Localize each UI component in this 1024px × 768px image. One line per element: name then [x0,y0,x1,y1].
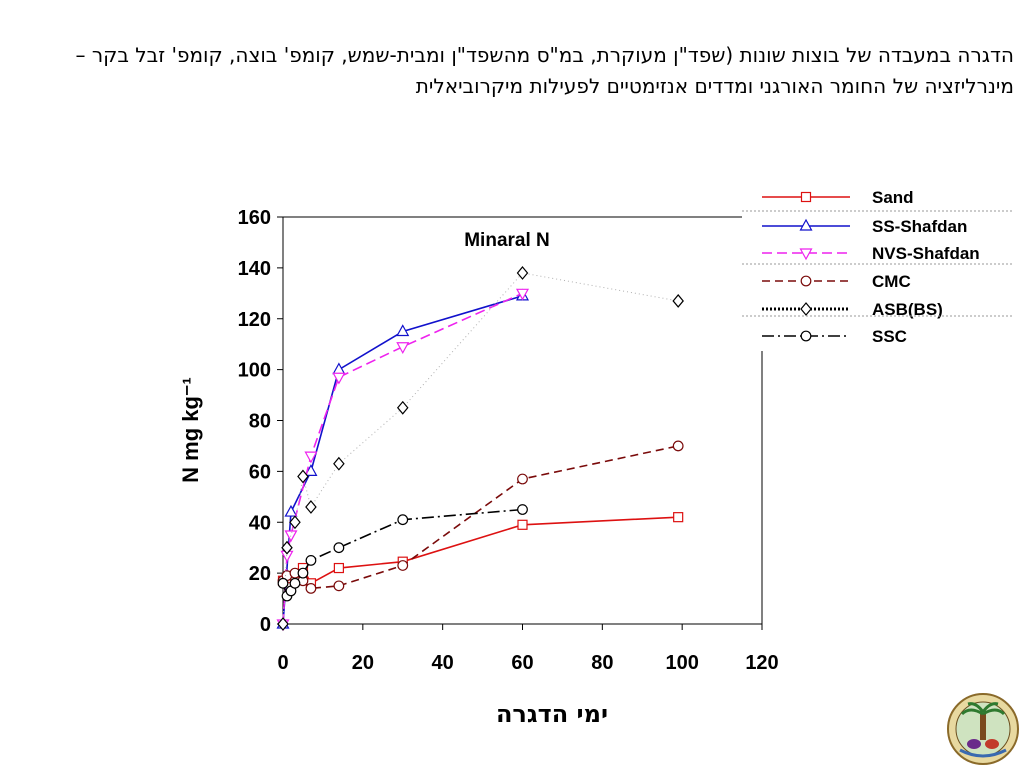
data-point [515,288,530,301]
data-point [277,617,289,631]
data-point [672,440,684,452]
legend-marker [800,330,812,342]
data-point [397,560,409,571]
data-point [305,582,317,594]
data-point [396,324,410,337]
legend-label: Sand [872,188,914,207]
x-tick-label: 0 [277,652,288,674]
y-tick-label: 20 [249,563,271,585]
data-point [333,562,344,574]
y-tick-label: 60 [249,461,271,483]
slide-title: הדגרה במעבדה של בוצות שונות (שפד"ן מעוקר… [75,43,1014,98]
y-tick-label: 120 [238,309,271,331]
x-tick-label: 20 [352,652,374,674]
series-line [282,508,523,598]
data-point [305,500,317,514]
plot-area [282,216,763,625]
data-point [277,577,289,589]
data-point [517,473,528,485]
data-point [396,342,410,354]
legend-marker [799,218,813,231]
data-point [672,294,684,308]
x-axis-label: ימי הדגרה [496,700,608,728]
legend: Sand SS-Shafdan NVS-Shafdan CMC ASB(BS) SSC [742,183,1014,351]
x-tick-label: 120 [745,652,778,674]
data-point [517,504,528,515]
data-point [516,266,529,280]
data-point [289,577,301,589]
legend-marker [800,302,812,316]
x-tick-label: 80 [591,652,613,674]
x-tick-label: 60 [511,652,533,674]
legend-label: NVS-Shafdan [872,244,980,263]
data-point [281,540,293,555]
data-point [304,451,318,464]
legend-marker [800,275,812,287]
data-point [673,512,684,523]
legend-marker [800,191,812,203]
data-point [333,580,345,592]
data-point [517,519,528,530]
legend-marker [799,248,813,261]
data-point [396,400,409,415]
x-tick-label: 40 [432,652,454,674]
data-point [284,504,298,517]
legend-label: ASB(BS) [872,300,943,319]
legend-label: SSC [872,327,907,346]
y-tick-label: 100 [238,360,271,382]
chart-title: Minaral N [464,230,550,251]
legend-background [742,183,1014,351]
x-tick-label: 100 [665,652,698,674]
institution-seal-icon [947,693,1019,765]
data-point [305,555,317,566]
y-axis-label: N mg kg⁻¹ [178,377,203,483]
data-point [397,514,409,526]
data-point [332,372,346,385]
y-tick-label: 80 [249,411,271,433]
legend-label: CMC [872,272,911,291]
data-point [297,567,309,579]
data-point [297,469,309,484]
data-point [333,542,345,554]
series-ssc [277,504,528,602]
series-asb-bs- [277,266,684,631]
y-tick-label: 140 [238,258,271,280]
y-tick-label: 160 [238,207,271,229]
y-tick-label: 40 [249,512,271,534]
data-point [289,515,301,530]
legend-label: SS-Shafdan [872,217,967,236]
data-point [333,456,345,471]
y-tick-label: 0 [260,614,271,636]
data-point [304,464,318,476]
